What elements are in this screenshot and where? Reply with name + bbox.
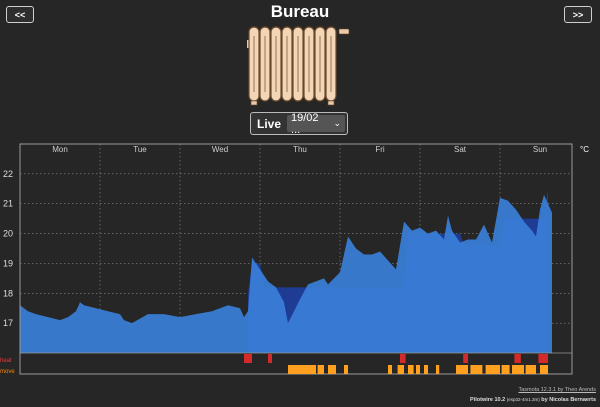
date-select[interactable]: 19/02 ... ⌄ [287, 112, 345, 135]
move-bar [512, 365, 524, 374]
previous-button[interactable]: << [6, 6, 34, 23]
chevron-down-icon: ⌄ [333, 118, 341, 128]
heat-row-label: heat [0, 358, 12, 364]
y-tick-label: 18 [3, 288, 13, 298]
heat-bar [463, 354, 468, 363]
heat-bar [244, 354, 252, 363]
move-bar [408, 365, 414, 374]
move-bar [436, 365, 440, 374]
day-label: Thu [293, 145, 307, 154]
pilotwire-author: by Nicolas Bernaerts [541, 397, 596, 403]
move-row-label: move [0, 369, 15, 375]
move-bar [328, 365, 336, 374]
day-label: Fri [375, 145, 385, 154]
day-label: Sun [533, 145, 547, 154]
chart-series [20, 188, 552, 353]
radiator-icon [247, 26, 350, 106]
heat-bar [514, 354, 521, 363]
y-tick-label: 17 [3, 318, 13, 328]
heat-bar [538, 354, 548, 363]
date-select-value: 19/02 ... [291, 112, 319, 135]
date-controls: Live 19/02 ... ⌄ [250, 112, 348, 135]
day-label: Tue [133, 145, 147, 154]
pilotwire-build: (esp32-4m1.3m) [506, 397, 540, 402]
move-bar [456, 365, 468, 374]
y-tick-label: 19 [3, 258, 13, 268]
heat-bar [400, 354, 406, 363]
move-bar [540, 365, 548, 374]
move-bar [424, 365, 428, 374]
chart-activity-bars [244, 354, 548, 374]
move-bar [288, 365, 316, 374]
move-bar [388, 365, 392, 374]
y-tick-label: 20 [3, 229, 13, 239]
series-temperature-area [20, 194, 552, 353]
move-bar [397, 365, 404, 374]
heat-bar [268, 354, 272, 363]
y-tick-label: 21 [3, 199, 13, 209]
unit-label: °C [580, 145, 589, 154]
move-bar [317, 365, 324, 374]
day-label: Sat [454, 145, 467, 154]
live-button[interactable]: Live [257, 116, 282, 131]
next-button[interactable]: >> [564, 6, 592, 23]
y-tick-label: 22 [3, 169, 13, 179]
temperature-chart: 17 18 19 20 21 22 Mon Tue Wed Thu Fri Sat Sun °C heat m… [0, 143, 589, 375]
move-bar [501, 365, 510, 374]
pilotwire-credit: Pilotwire 10.2 (esp32-4m1.3m) by Nicolas… [470, 397, 596, 403]
move-bar [525, 365, 536, 374]
day-label: Mon [52, 145, 68, 154]
move-bar [344, 365, 348, 374]
move-bar [485, 365, 500, 374]
page-title: Bureau [270, 2, 330, 21]
pilotwire-name: Pilotwire 10.2 [470, 397, 506, 403]
chart-labels: 17 18 19 20 21 22 Mon Tue Wed Thu Fri Sat Sun °C heat m… [0, 145, 589, 375]
tasmota-link[interactable]: Tasmota 12.3.1 by Theo Arends [518, 387, 596, 393]
day-label: Wed [212, 145, 228, 154]
move-bar [470, 365, 483, 374]
move-bar [416, 365, 420, 374]
